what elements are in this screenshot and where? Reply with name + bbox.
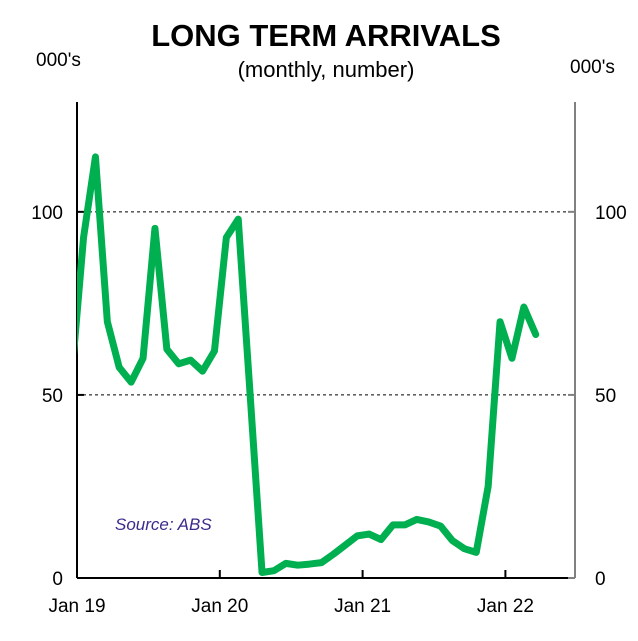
right-tick-label: 100	[595, 203, 627, 224]
x-tick-label: Jan 22	[477, 596, 534, 617]
x-tick-label: Jan 19	[48, 596, 105, 617]
left-axis-unit: 000's	[36, 50, 81, 71]
left-tick-label: 100	[31, 203, 63, 224]
chart-subtitle: (monthly, number)	[237, 57, 415, 82]
right-tick-label: 0	[595, 569, 606, 590]
left-tick-label: 0	[52, 569, 63, 590]
left-tick-label: 50	[42, 386, 63, 407]
x-tick-label: Jan 21	[334, 596, 391, 617]
chart-title: LONG TERM ARRIVALS	[151, 18, 501, 53]
right-tick-label: 50	[595, 386, 616, 407]
source-annotation: Source: ABS	[115, 515, 212, 534]
series-line	[77, 153, 540, 577]
right-axis-unit: 000's	[570, 57, 615, 78]
x-tick-label: Jan 20	[191, 596, 248, 617]
